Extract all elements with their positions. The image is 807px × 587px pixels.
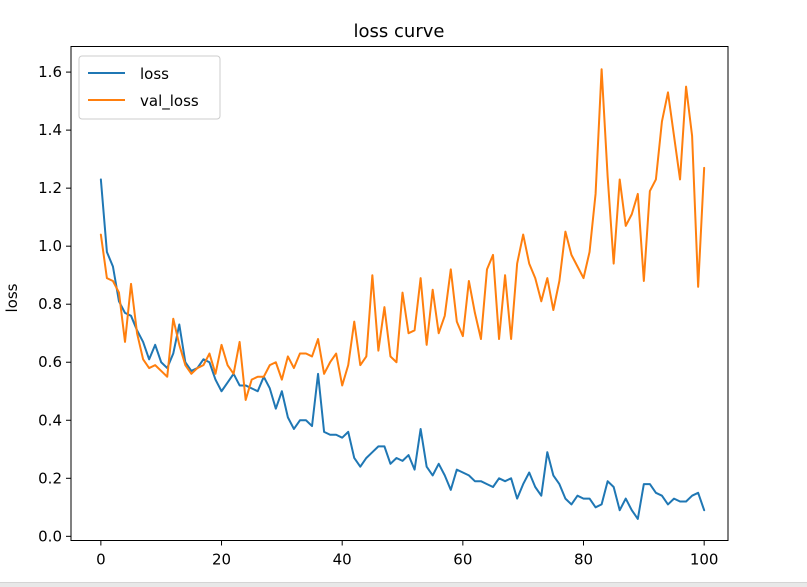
y-tick-label: 1.0	[38, 237, 62, 255]
y-tick-label: 1.6	[38, 63, 62, 81]
y-axis-label: loss	[3, 283, 21, 312]
legend: loss val_loss	[78, 55, 221, 120]
y-tick-label: 0.6	[38, 353, 62, 371]
y-tick-label: 0.4	[38, 411, 62, 429]
y-tick-label: 0.2	[38, 469, 62, 487]
x-tick-label: 100	[690, 551, 719, 569]
legend-label-loss: loss	[140, 65, 169, 83]
x-tick-label: 20	[212, 551, 231, 569]
x-tick-label: 60	[453, 551, 472, 569]
y-tick-label: 0.0	[38, 527, 62, 545]
x-tick-label: 40	[333, 551, 352, 569]
series-layer	[99, 68, 706, 520]
y-tick-label: 1.2	[38, 179, 62, 197]
series-line-val-loss	[99, 68, 706, 401]
x-tick-label: 0	[96, 551, 106, 569]
y-tick-label: 0.8	[38, 295, 62, 313]
series-line-loss	[99, 178, 706, 520]
x-tick-label: 80	[574, 551, 593, 569]
y-axis-ticks: 0.0 0.2 0.4 0.6 0.8 1.0 1.2 1.4 1.6	[38, 63, 71, 545]
legend-box	[78, 55, 221, 120]
window-bottom-edge	[0, 582, 807, 587]
plot-area-frame	[70, 46, 729, 541]
x-axis-ticks: 0 20 40 60 80 100	[96, 540, 719, 569]
chart-title: loss curve	[354, 21, 445, 42]
legend-label-val-loss: val_loss	[140, 92, 199, 111]
y-tick-label: 1.4	[38, 121, 62, 139]
